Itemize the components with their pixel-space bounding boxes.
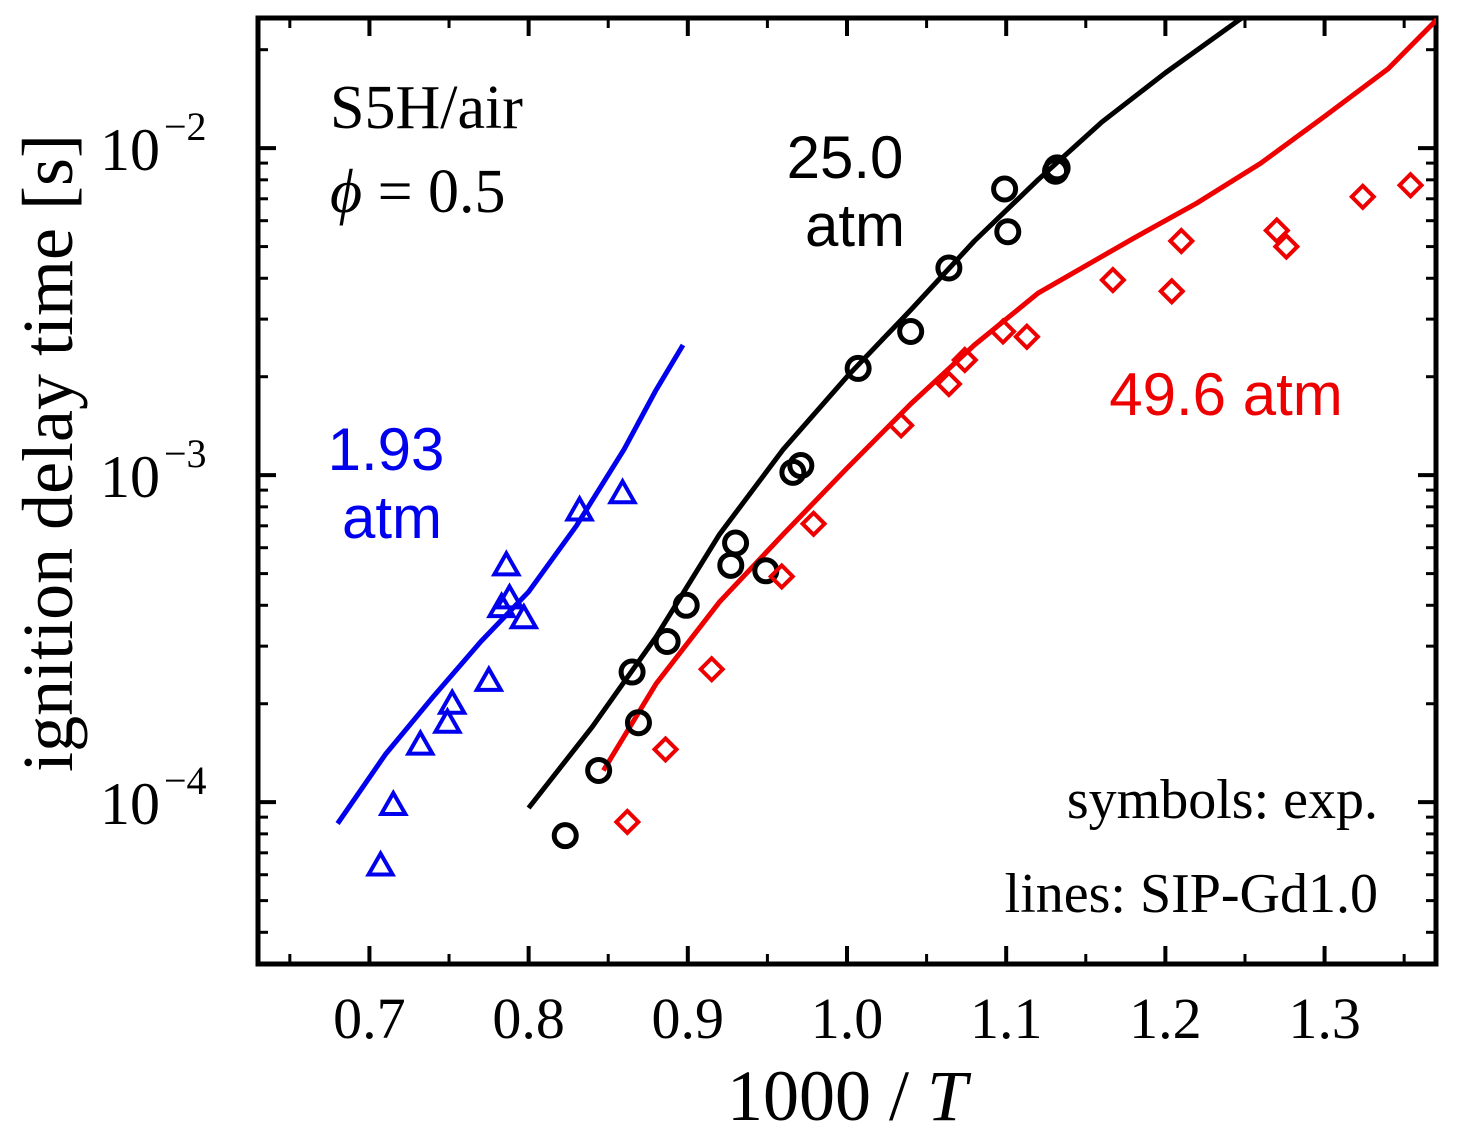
data-point-series-1 xyxy=(787,452,815,480)
data-point-series-2 xyxy=(1396,171,1425,200)
data-point-series-1 xyxy=(551,822,579,850)
model-line-series-0 xyxy=(335,343,686,826)
data-point-series-0 xyxy=(377,789,409,817)
data-point-series-1 xyxy=(717,551,745,579)
data-point-series-1 xyxy=(844,354,872,382)
model-lines xyxy=(335,18,1436,826)
data-point-series-1 xyxy=(672,591,700,619)
data-point-series-0 xyxy=(508,602,540,630)
x-tick-label: 1.3 xyxy=(1288,986,1361,1051)
x-tick-label: 0.7 xyxy=(333,986,406,1051)
y-tick-label: 10 xyxy=(100,771,160,837)
axis-ticks xyxy=(258,18,1436,964)
y-tick-exponent: −3 xyxy=(164,431,207,476)
data-point-series-0 xyxy=(490,549,522,577)
data-point-series-0 xyxy=(436,687,468,715)
series-label-25-atm-line2: atm xyxy=(805,192,905,259)
series-label-1-93-atm-line2: atm xyxy=(342,484,442,551)
data-point-series-2 xyxy=(1348,182,1377,211)
data-point-series-2 xyxy=(697,655,726,684)
note-symbols: symbols: exp. xyxy=(1067,769,1378,831)
y-tick-labels: 10−210−310−4 xyxy=(100,104,207,837)
data-point-series-2 xyxy=(1157,277,1186,306)
y-tick-label: 10 xyxy=(100,444,160,510)
series-label-49-6-atm: 49.6 atm xyxy=(1109,361,1342,428)
data-point-series-2 xyxy=(935,370,963,398)
data-point-series-2 xyxy=(950,346,979,374)
x-axis-title: 1000 / T xyxy=(727,1056,972,1136)
y-tick-base: 10 xyxy=(100,771,160,837)
data-point-series-2 xyxy=(989,317,1017,346)
data-point-series-2 xyxy=(651,735,680,764)
data-point-series-0 xyxy=(473,664,505,692)
x-axis-title-prefix: 1000 / xyxy=(727,1056,927,1136)
series-label-1-93-atm-line1: 1.93 xyxy=(328,416,445,483)
x-tick-label: 1.1 xyxy=(970,986,1043,1051)
data-point-series-1 xyxy=(991,175,1019,203)
x-tick-label: 1.2 xyxy=(1129,986,1202,1051)
x-tick-labels: 0.7 0.8 0.9 1.0 1.1 1.2 1.3 xyxy=(333,986,1361,1051)
y-axis-title: ignition delay time [s] xyxy=(8,134,88,772)
data-point-series-2 xyxy=(799,509,828,538)
data-point-series-1 xyxy=(618,658,646,686)
mixture-label: S5H/air xyxy=(330,74,523,142)
data-point-series-2 xyxy=(1099,266,1127,294)
phi-value: = 0.5 xyxy=(362,158,505,226)
data-point-series-0 xyxy=(494,582,525,610)
data-point-series-1 xyxy=(935,254,963,282)
y-tick-label: 10 xyxy=(100,117,160,183)
model-line-series-2 xyxy=(601,18,1436,772)
data-point-series-0 xyxy=(404,728,436,756)
experimental-markers xyxy=(365,154,1425,877)
note-lines: lines: SIP-Gd1.0 xyxy=(1005,863,1378,925)
data-point-series-1 xyxy=(722,529,750,557)
y-tick-exponent: −4 xyxy=(164,758,207,803)
data-point-series-2 xyxy=(1262,216,1291,245)
phi-symbol: ϕ xyxy=(330,158,362,226)
data-point-series-0 xyxy=(564,494,596,522)
y-tick-base: 10 xyxy=(100,117,160,183)
data-point-series-1 xyxy=(585,756,613,784)
x-tick-label: 0.9 xyxy=(652,986,725,1051)
data-point-series-1 xyxy=(624,709,652,737)
model-line-series-1 xyxy=(526,18,1244,810)
data-point-series-2 xyxy=(1272,232,1301,261)
y-tick-exponent: −2 xyxy=(164,104,207,149)
equivalence-ratio-label: ϕ = 0.5 xyxy=(330,158,506,226)
data-point-series-1 xyxy=(1043,154,1071,182)
data-point-series-0 xyxy=(607,477,638,505)
data-point-series-1 xyxy=(994,218,1022,246)
data-point-series-1 xyxy=(653,627,681,655)
data-point-series-0 xyxy=(431,706,463,734)
data-point-series-0 xyxy=(365,849,397,877)
data-point-series-1 xyxy=(897,317,925,345)
x-tick-label: 0.8 xyxy=(492,986,565,1051)
data-point-series-2 xyxy=(1167,227,1196,255)
data-point-series-2 xyxy=(887,411,915,440)
series-label-25-atm-line1: 25.0 xyxy=(787,124,904,191)
x-axis-title-variable: T xyxy=(927,1056,972,1136)
data-point-series-2 xyxy=(767,562,796,591)
data-point-series-2 xyxy=(1013,322,1041,351)
y-tick-base: 10 xyxy=(100,444,160,510)
data-point-series-2 xyxy=(613,808,642,836)
x-tick-label: 1.0 xyxy=(811,986,884,1051)
